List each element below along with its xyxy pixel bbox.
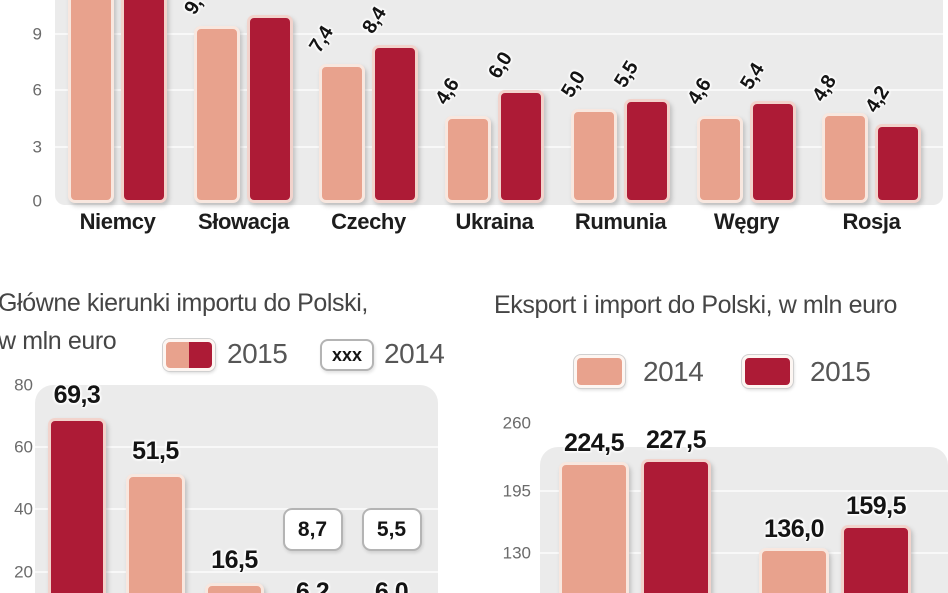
bar-value-label-import-4: 6,2	[295, 578, 330, 593]
y-tick-20: 20	[14, 562, 33, 582]
bar-value-label-import-1: 69,3	[53, 381, 101, 409]
gridline-195	[540, 489, 948, 492]
x-axis-label-Ukraina: Ukraina	[455, 209, 534, 234]
bar-Czechy-2015	[372, 45, 418, 203]
x-axis-label-Rumunia: Rumunia	[574, 209, 667, 234]
bar-value-label-trade-1-2015: 227,5	[645, 426, 707, 454]
legend-label-2014: 2014	[384, 338, 445, 369]
bar-Rumunia-2014	[571, 109, 617, 203]
x-axis-label-Węgry: Węgry	[713, 209, 780, 234]
bar-import-2	[126, 474, 185, 593]
bar-Ukraina-2014	[445, 116, 491, 203]
bar-Węgry-2014	[697, 116, 743, 203]
x-axis-label-Rosja: Rosja	[842, 209, 901, 234]
bar-import-1	[48, 418, 106, 593]
bar-value-label-trade-2-2014: 136,0	[763, 515, 825, 543]
gridline-9	[55, 32, 943, 35]
bar-value-label-import-2: 51,5	[132, 437, 179, 465]
gridline-60	[35, 446, 438, 449]
bar-Rosja-2014	[822, 113, 868, 203]
bar-value-label-import-5: 6,0	[374, 578, 409, 593]
bar-Słowacja-2015	[247, 15, 293, 203]
trade-chart-title: Eksport i import do Polski, w mln euro	[494, 291, 898, 319]
bar-trade-1-2014	[559, 462, 629, 593]
y-tick-3: 3	[32, 137, 42, 156]
legend-label-2015: 2015	[227, 338, 288, 369]
bar-Węgry-2015	[750, 101, 796, 203]
bar-value-label-trade-2-2015: 159,5	[845, 492, 907, 520]
bar-Słowacja-2014	[194, 26, 240, 203]
bar-Rosja-2015	[875, 124, 921, 203]
gridline-6	[55, 89, 943, 92]
bar-trade-1-2015	[641, 459, 711, 593]
bar-Ukraina-2015	[498, 90, 544, 203]
legend-swatch-2014-half	[166, 342, 189, 368]
x-axis-label-Niemcy: Niemcy	[79, 209, 156, 234]
y-tick-195: 195	[502, 481, 531, 501]
y-tick-9: 9	[32, 24, 42, 44]
bar-Czechy-2014	[319, 64, 365, 203]
gridline-40	[35, 508, 438, 511]
x-axis-label-Słowacja: Słowacja	[198, 209, 289, 234]
x-axis-label-Czechy: Czechy	[331, 209, 406, 234]
bar-import-3	[205, 583, 264, 593]
bar-trade-2-2014	[759, 548, 829, 593]
value-box-2014-5: 5,5	[361, 508, 422, 551]
y-tick-60: 60	[14, 437, 33, 457]
legend-label-2015: 2015	[810, 356, 871, 387]
import-chart-title-line1: Główne kierunki importu do Polski,	[0, 289, 368, 317]
y-tick-0: 0	[32, 191, 42, 211]
legend-swatch-2015	[742, 355, 793, 388]
y-tick-80: 80	[14, 375, 33, 395]
gridline-20	[35, 570, 438, 573]
bar-value-label-trade-1-2014: 224,5	[563, 429, 625, 457]
bar-Niemcy-2014	[68, 0, 114, 203]
bar-value-label-import-3: 16,5	[211, 546, 258, 574]
legend-swatch-2015-half	[189, 342, 212, 368]
bar-Niemcy-2015	[121, 0, 167, 203]
legend-label-2014: 2014	[643, 356, 704, 387]
legend-swatch-2014-box: xxx	[320, 339, 374, 371]
value-box-2014-4: 8,7	[282, 508, 343, 551]
y-tick-6: 6	[32, 80, 42, 100]
y-tick-40: 40	[14, 499, 33, 519]
gridline-130	[540, 552, 948, 555]
legend-swatch-2015-pair	[163, 339, 215, 371]
y-tick-260: 260	[502, 413, 531, 433]
bar-Rumunia-2015	[624, 99, 670, 203]
legend-swatch-2014	[574, 355, 625, 388]
y-tick-130: 130	[502, 543, 531, 563]
bar-trade-2-2015	[841, 525, 911, 593]
import-chart-title-line2: w mln euro	[0, 327, 117, 355]
